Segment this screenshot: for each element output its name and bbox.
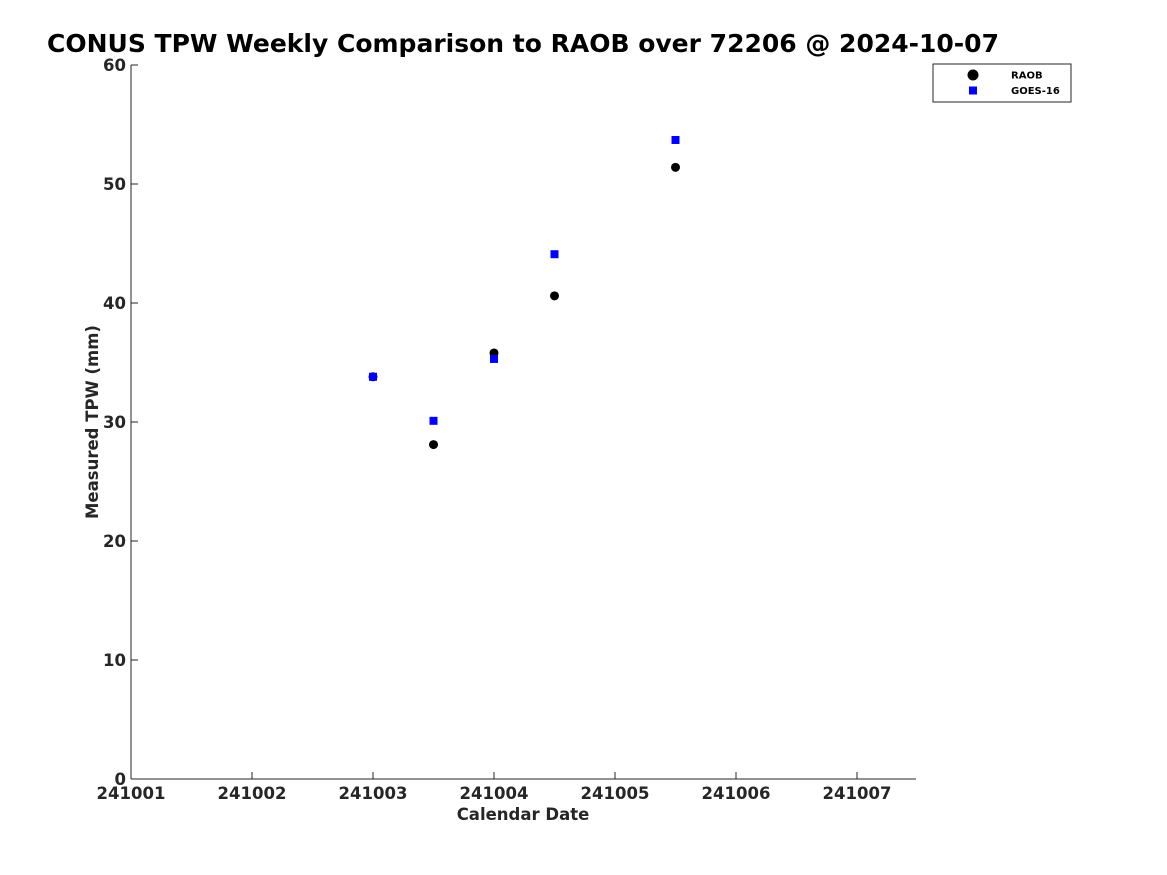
chart-title: CONUS TPW Weekly Comparison to RAOB over… bbox=[47, 29, 999, 58]
y-tick-label: 50 bbox=[103, 175, 126, 194]
goes-16-point bbox=[550, 250, 559, 259]
axes bbox=[130, 65, 916, 780]
x-axis-label: Calendar Date bbox=[457, 805, 590, 824]
data-points bbox=[368, 135, 680, 450]
x-tick-label: 241004 bbox=[460, 784, 529, 803]
goes-16-point bbox=[490, 354, 498, 363]
legend-marker-goes-16 bbox=[969, 86, 977, 95]
x-tick-label: 241002 bbox=[218, 784, 287, 803]
legend-label-raob: RAOB bbox=[1011, 71, 1043, 82]
goes-16-point bbox=[671, 135, 680, 144]
x-tick-label: 241007 bbox=[823, 784, 892, 803]
raob-point bbox=[429, 440, 438, 450]
goes-16-point bbox=[429, 416, 438, 425]
y-tick-label: 60 bbox=[103, 56, 126, 75]
legend-box bbox=[932, 63, 1072, 103]
x-tick-label: 241001 bbox=[97, 784, 166, 803]
y-axis-label: Measured TPW (mm) bbox=[83, 325, 102, 519]
raob-point bbox=[671, 162, 680, 172]
y-tick-label: 0 bbox=[115, 770, 126, 789]
y-tick-label: 10 bbox=[103, 651, 126, 670]
x-tick-label: 241006 bbox=[702, 784, 771, 803]
legend-label-goes-16: GOES-16 bbox=[1011, 86, 1060, 97]
legend-marker-raob bbox=[967, 69, 979, 81]
y-tick-label: 20 bbox=[103, 532, 126, 551]
x-tick-label: 241005 bbox=[581, 784, 650, 803]
goes-16-point bbox=[369, 372, 377, 381]
x-ticks: 241001 241002 241003 241004 241005 241006 2410… bbox=[97, 772, 892, 803]
x-tick-label: 241003 bbox=[339, 784, 408, 803]
y-tick-label: 40 bbox=[103, 294, 126, 313]
y-tick-label: 30 bbox=[103, 413, 126, 432]
raob-point bbox=[550, 291, 559, 301]
y-ticks: 0 10 20 30 40 50 60 bbox=[103, 56, 138, 789]
legend: RAOB GOES-16 bbox=[932, 63, 1072, 103]
